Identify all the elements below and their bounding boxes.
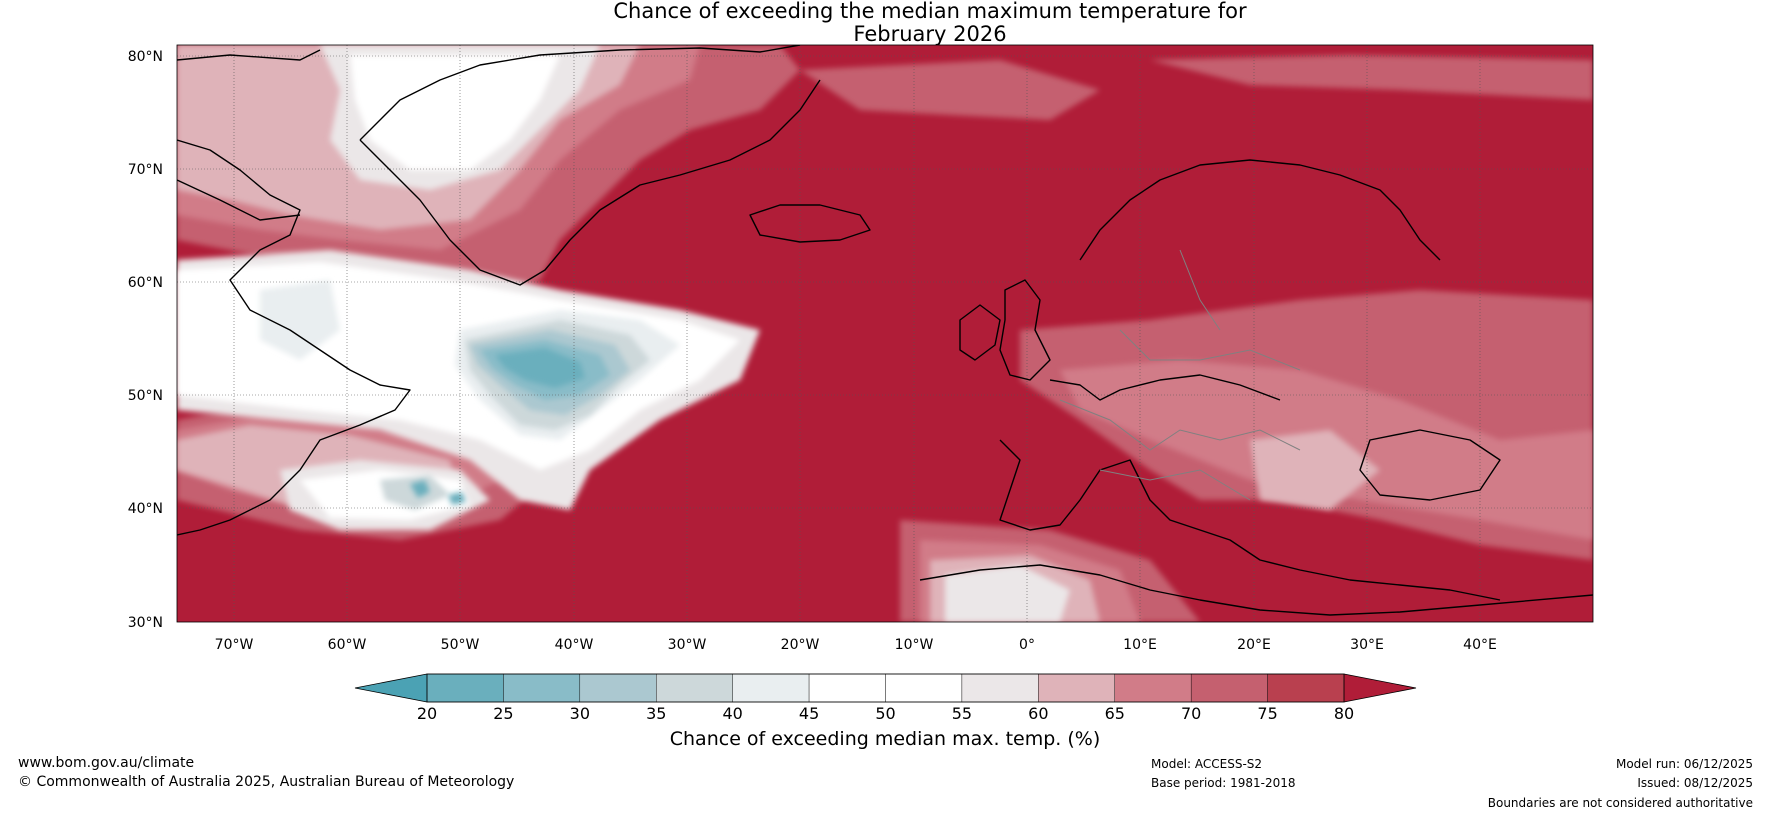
lon-label: 30°W	[668, 637, 707, 653]
lon-label: 30°E	[1350, 637, 1384, 653]
lat-label: 70°N	[128, 162, 163, 178]
lon-label: 20°W	[781, 637, 820, 653]
colorbar-tick-label: 70	[1181, 704, 1201, 723]
greenland-coast	[359, 45, 821, 286]
colorbar-segment	[426, 673, 504, 703]
lat-label: 30°N	[128, 615, 163, 631]
colorbar-segment	[808, 673, 886, 703]
map-frame	[176, 44, 1594, 623]
colorbar-tick-label: 55	[952, 704, 972, 723]
coastlines	[177, 45, 1593, 616]
lon-label: 10°W	[895, 637, 934, 653]
map-title-line2: February 2026	[853, 22, 1007, 46]
copyright-text: © Commonwealth of Australia 2025, Austra…	[18, 774, 515, 790]
colorbar-low-extension	[355, 674, 427, 702]
colorbar-segment	[961, 673, 1039, 703]
britain-coast	[999, 279, 1051, 381]
lon-label: 40°W	[555, 637, 594, 653]
lon-label: 70°W	[215, 637, 254, 653]
colorbar-high-extension	[1344, 674, 1416, 702]
colorbar-segment	[1267, 673, 1345, 703]
lat-label: 60°N	[128, 275, 163, 291]
colorbar-segments	[426, 673, 1345, 703]
iceland-coast	[749, 204, 871, 243]
colorbar-frame	[426, 673, 1345, 703]
colorbar-segment	[885, 673, 963, 703]
lon-label: 20°E	[1237, 637, 1271, 653]
map-title: Chance of exceeding the median maximum t…	[0, 0, 1770, 46]
website-text: www.bom.gov.au/climate	[18, 755, 195, 771]
scandinavia-coast	[1079, 159, 1441, 261]
colorbar-segment	[656, 673, 733, 703]
colorbar-tick-label: 75	[1257, 704, 1277, 723]
graticule	[177, 45, 1593, 622]
colorbar-high-outline	[1343, 673, 1417, 703]
north-africa-coast	[919, 564, 1593, 616]
baffin-coast	[177, 179, 301, 221]
colorbar-segment	[579, 673, 657, 703]
colorbar-tick-label: 30	[570, 704, 590, 723]
lon-label: 40°E	[1463, 637, 1497, 653]
colorbar-tick-label: 50	[875, 704, 895, 723]
colorbar-low-outline	[354, 673, 428, 703]
colorbar-tick-label: 25	[493, 704, 513, 723]
colorbar-ticks: 20 25 30 35 40 45 50 55 60 65 70 75 80	[417, 704, 1354, 723]
longitude-labels: 70°W 60°W 50°W 40°W 30°W 20°W 10°W 0° 10…	[215, 637, 1497, 653]
colorbar-tick-label: 35	[646, 704, 666, 723]
disclaimer-text: Boundaries are not considered authoritat…	[1487, 796, 1753, 810]
issued-text: Issued: 08/12/2025	[1637, 776, 1753, 790]
black-sea-coast	[1359, 429, 1501, 501]
arctic-islands-coast	[177, 49, 321, 61]
colorbar-tick-label: 65	[1105, 704, 1125, 723]
probability-field	[177, 45, 1593, 622]
colorbar-segment	[503, 673, 581, 703]
colorbar-tick-label: 60	[1028, 704, 1048, 723]
map-title-line1: Chance of exceeding the median maximum t…	[613, 0, 1247, 23]
colorbar-segment	[732, 673, 810, 703]
colorbar-segment	[1190, 673, 1268, 703]
europe-south-coast	[999, 374, 1501, 601]
lon-label: 0°	[1019, 637, 1035, 653]
lon-label: 50°W	[441, 637, 480, 653]
colorbar-tick-label: 20	[417, 704, 437, 723]
zone-25	[410, 348, 585, 505]
colorbar-tick-label: 45	[799, 704, 819, 723]
lon-label: 10°E	[1123, 637, 1157, 653]
model-text: Model: ACCESS-S2	[1151, 757, 1263, 771]
lat-label: 80°N	[128, 49, 163, 65]
colorbar: 20 25 30 35 40 45 50 55 60 65 70 75 80	[354, 673, 1417, 723]
colorbar-tick-label: 40	[722, 704, 742, 723]
colorbar-tick-label: 80	[1334, 704, 1354, 723]
colorbar-segment	[1038, 673, 1115, 703]
north-america-coast	[177, 139, 411, 536]
country-borders	[1059, 249, 1301, 501]
colorbar-label: Chance of exceeding median max. temp. (%…	[669, 728, 1101, 750]
base-period-text: Base period: 1981-2018	[1151, 776, 1296, 790]
colorbar-segment	[1114, 673, 1192, 703]
ireland-coast	[959, 304, 1001, 361]
model-run-text: Model run: 06/12/2025	[1615, 757, 1753, 771]
lat-label: 40°N	[128, 501, 163, 517]
lon-label: 60°W	[328, 637, 367, 653]
lat-label: 50°N	[128, 388, 163, 404]
latitude-labels: 80°N 70°N 60°N 50°N 40°N 30°N	[128, 49, 163, 631]
